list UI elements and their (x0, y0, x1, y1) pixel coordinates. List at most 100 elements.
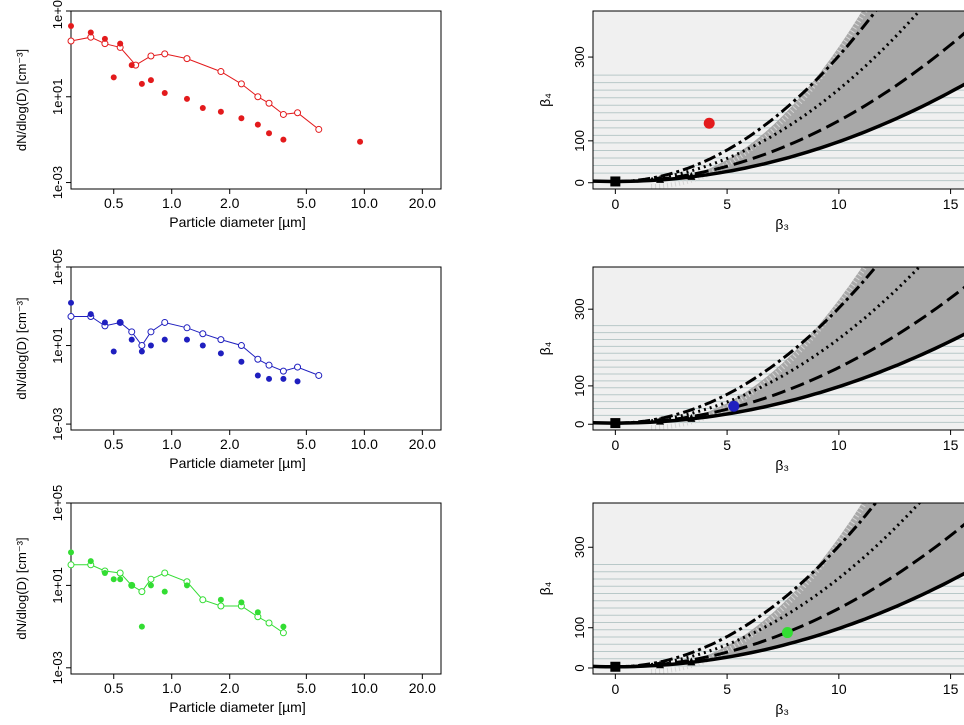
open-point (161, 569, 169, 577)
filled-point (266, 130, 273, 137)
filled-point (138, 623, 145, 630)
plot-frame (70, 266, 442, 431)
plot-frame (592, 266, 964, 431)
open-point (265, 619, 273, 627)
x-tick-label: 10 (831, 681, 847, 697)
y-tick-label: 1e+05 (50, 249, 65, 286)
feasible-region (593, 267, 964, 424)
y-axis-label: β₄ (537, 581, 553, 595)
square-marker (610, 661, 621, 672)
plot-area (593, 11, 964, 189)
x-axis-label: Particle diameter [µm] (169, 699, 305, 715)
open-point (147, 52, 155, 60)
y-axis-label: β₄ (537, 93, 553, 107)
plot-frame (70, 10, 442, 190)
triangle-marker (687, 413, 696, 422)
x-tick-label: 1.0 (162, 195, 182, 211)
square-marker (610, 176, 621, 187)
filled-point (101, 319, 108, 326)
filled-point (254, 372, 261, 379)
x-tick-label: 0.5 (104, 680, 124, 696)
filled-point (110, 576, 117, 583)
solid-curve (593, 332, 964, 425)
x-tick-label: 20.0 (409, 680, 436, 696)
y-tick-label: 0 (572, 179, 587, 186)
filled-point (266, 375, 273, 382)
open-point (279, 629, 287, 637)
x-tick-label: 5.0 (297, 436, 317, 452)
y-tick-label: 1e+05 (50, 0, 65, 29)
x-axis-label: β₃ (775, 216, 789, 232)
dash-dot-curve (615, 11, 878, 183)
filled-point (68, 22, 74, 29)
y-axis-label: dN/dlog(D) [cm⁻³] (14, 297, 29, 399)
triangle-marker (656, 660, 665, 669)
filled-point (357, 138, 364, 145)
filled-point (199, 342, 206, 349)
open-point (279, 367, 287, 375)
y-tick-label: 300 (572, 536, 587, 558)
x-tick-label: 15 (943, 196, 959, 212)
filled-point (238, 599, 245, 606)
y-tick-label: 1e+05 (50, 485, 65, 522)
x-tick-label: 2.0 (220, 436, 240, 452)
x-tick-label: 10 (831, 437, 847, 453)
open-point (294, 363, 302, 371)
open-point (237, 342, 245, 350)
open-point (67, 313, 75, 321)
open-point (279, 110, 287, 118)
observed-point (703, 117, 715, 129)
dotted-curve (615, 503, 922, 669)
open-point (183, 324, 191, 332)
open-point (116, 569, 124, 577)
plot-frame (70, 502, 442, 675)
y-tick-label: 0 (572, 421, 587, 428)
solid-curve (593, 571, 964, 669)
y-tick-label: 100 (572, 375, 587, 397)
beta-diagram-panel-2: 0 5 10 15 0 100 300 β₃ β₄ (537, 266, 964, 473)
open-point (254, 93, 262, 101)
x-tick-label: 0.5 (104, 195, 124, 211)
y-tick-label: 1e+01 (50, 327, 65, 364)
filled-point (280, 136, 287, 143)
plot-area (593, 503, 964, 674)
filled-point (161, 89, 168, 96)
x-tick-label: 10 (831, 196, 847, 212)
y-tick-label: 1e-03 (50, 166, 65, 199)
y-tick-label: 1e-03 (50, 407, 65, 440)
filled-point (161, 588, 168, 595)
open-point (254, 355, 262, 363)
open-point (199, 596, 207, 604)
triangle-marker (687, 657, 696, 666)
y-tick-label: 100 (572, 130, 587, 152)
triangle-marker (656, 416, 665, 425)
filled-point (138, 80, 145, 87)
filled-point (117, 319, 124, 326)
x-tick-label: 20.0 (409, 195, 436, 211)
filled-point (87, 311, 94, 318)
filled-point (254, 609, 261, 616)
x-tick-label: 2.0 (220, 195, 240, 211)
open-point (217, 602, 225, 610)
triangle-marker (656, 174, 665, 183)
filled-point (183, 582, 190, 589)
region-dotted-edge (651, 503, 868, 674)
observed-point (781, 627, 793, 639)
dashed-curve (615, 522, 964, 669)
filled-point (87, 558, 94, 565)
filled-point (254, 121, 261, 128)
x-tick-label: 15 (943, 681, 959, 697)
y-tick-label: 1e+01 (50, 79, 65, 116)
open-point (199, 330, 207, 338)
x-tick-label: 5.0 (297, 195, 317, 211)
feasible-region (593, 11, 964, 182)
beta-diagram-panel-1: 0 5 10 15 0 100 300 β₃ β₄ (537, 10, 964, 232)
open-point (265, 99, 273, 107)
x-tick-label: 10.0 (351, 195, 378, 211)
x-tick-label: 1.0 (162, 436, 182, 452)
x-tick-label: 0.5 (104, 436, 124, 452)
filled-point (117, 40, 124, 47)
y-tick-label: 300 (572, 46, 587, 68)
filled-point (147, 77, 154, 84)
